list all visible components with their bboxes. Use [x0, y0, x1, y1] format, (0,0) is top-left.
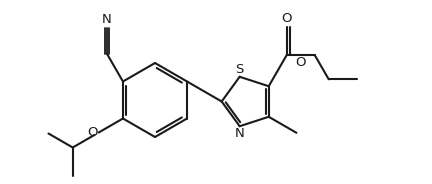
Text: N: N — [102, 13, 112, 26]
Text: O: O — [282, 12, 292, 25]
Text: O: O — [295, 56, 306, 69]
Text: S: S — [235, 63, 244, 76]
Text: N: N — [235, 127, 245, 140]
Text: O: O — [87, 126, 98, 139]
